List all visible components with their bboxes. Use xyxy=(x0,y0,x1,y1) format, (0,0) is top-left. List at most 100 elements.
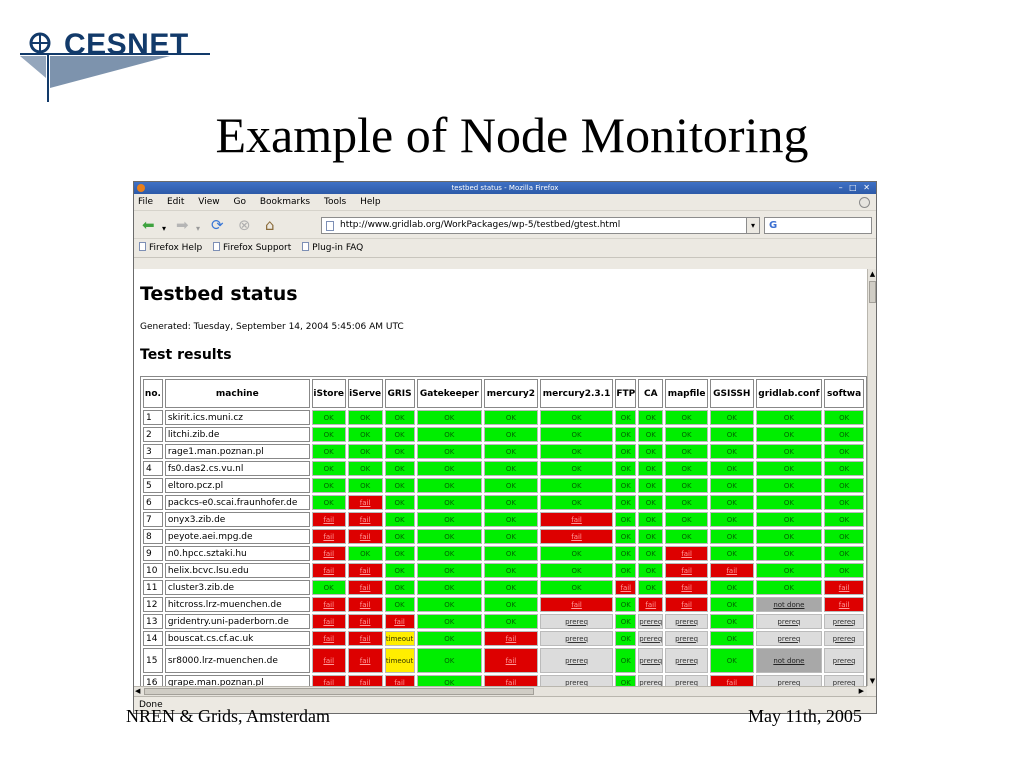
status-cell-fail[interactable]: fail xyxy=(384,614,415,629)
status-cell-prereq[interactable]: prereq xyxy=(755,675,823,686)
status-cell-fail[interactable]: fail xyxy=(665,563,708,578)
menu-help[interactable]: Help xyxy=(360,197,381,207)
status-cell-fail[interactable]: fail xyxy=(311,675,346,686)
home-icon[interactable]: ⌂ xyxy=(265,216,275,234)
status-cell-fail[interactable]: fail xyxy=(539,529,614,544)
status-cell-prereq[interactable]: prereq xyxy=(824,631,864,646)
status-cell-fail[interactable]: fail xyxy=(311,512,346,527)
row-number: 7 xyxy=(143,512,163,527)
status-cell-prereq[interactable]: prereq xyxy=(665,675,708,686)
status-cell-fail[interactable]: fail xyxy=(347,580,383,595)
window-controls[interactable]: – □ ✕ xyxy=(838,183,872,192)
scroll-up-icon[interactable]: ▲ xyxy=(869,270,876,278)
status-cell-ok: OK xyxy=(416,444,483,459)
status-cell-prereq[interactable]: prereq xyxy=(539,648,614,673)
status-cell-prereq[interactable]: prereq xyxy=(539,675,614,686)
bookmark-firefox-help[interactable]: Firefox Help xyxy=(139,242,202,253)
scroll-right-icon[interactable]: ▶ xyxy=(858,687,864,695)
menu-bookmarks[interactable]: Bookmarks xyxy=(259,197,311,207)
scroll-left-icon[interactable]: ◀ xyxy=(135,687,141,695)
status-cell-fail[interactable]: fail xyxy=(484,675,538,686)
status-cell-fail[interactable]: fail xyxy=(311,563,346,578)
status-cell-fail[interactable]: fail xyxy=(484,631,538,646)
status-cell-fail[interactable]: fail xyxy=(311,546,346,561)
forward-arrow-icon[interactable]: ➡ xyxy=(176,216,189,234)
menu-go[interactable]: Go xyxy=(233,197,246,207)
status-cell-prereq[interactable]: prereq xyxy=(539,614,614,629)
menu-file[interactable]: File xyxy=(138,197,154,207)
machine-name: fs0.das2.cs.vu.nl xyxy=(164,461,310,476)
status-cell-ok: OK xyxy=(416,631,483,646)
horizontal-scrollbar[interactable]: ◀ ▶ xyxy=(134,686,867,696)
status-cell-prereq[interactable]: prereq xyxy=(665,648,708,673)
status-cell-fail[interactable]: fail xyxy=(311,529,346,544)
status-cell-prereq[interactable]: prereq xyxy=(824,614,864,629)
status-cell-fail[interactable]: fail xyxy=(347,529,383,544)
stop-icon[interactable]: ⊗ xyxy=(238,216,251,234)
status-cell-fail[interactable]: fail xyxy=(615,580,637,595)
url-dropdown-icon[interactable]: ▾ xyxy=(746,217,760,234)
back-arrow-icon[interactable]: ⬅ xyxy=(142,216,155,234)
status-cell-fail[interactable]: fail xyxy=(539,512,614,527)
status-cell-fail[interactable]: fail xyxy=(824,580,864,595)
status-cell-ok: OK xyxy=(665,427,708,442)
status-cell-fail[interactable]: fail xyxy=(347,512,383,527)
status-cell-fail[interactable]: fail xyxy=(384,675,415,686)
status-cell-fail[interactable]: fail xyxy=(665,597,708,612)
status-cell-fail[interactable]: fail xyxy=(311,614,346,629)
status-cell-fail[interactable]: fail xyxy=(347,631,383,646)
status-cell-prereq[interactable]: prereq xyxy=(638,614,664,629)
status-cell-fail[interactable]: fail xyxy=(484,648,538,673)
status-cell-prereq[interactable]: prereq xyxy=(638,675,664,686)
search-input[interactable]: G xyxy=(764,217,872,234)
menu-edit[interactable]: Edit xyxy=(166,197,185,207)
status-cell-fail[interactable]: fail xyxy=(824,597,864,612)
status-cell-fail[interactable]: fail xyxy=(311,631,346,646)
bookmark-firefox-support[interactable]: Firefox Support xyxy=(213,242,291,253)
status-cell-notdone[interactable]: not done xyxy=(755,648,823,673)
status-cell-prereq[interactable]: prereq xyxy=(755,631,823,646)
forward-dropdown-icon[interactable]: ▾ xyxy=(196,224,201,233)
status-cell-fail[interactable]: fail xyxy=(665,546,708,561)
menu-view[interactable]: View xyxy=(198,197,220,207)
scroll-down-icon[interactable]: ▼ xyxy=(869,677,876,685)
status-cell-fail[interactable]: fail xyxy=(709,563,754,578)
status-cell-prereq[interactable]: prereq xyxy=(824,648,864,673)
bookmark-plugin-faq[interactable]: Plug-in FAQ xyxy=(302,242,363,253)
status-cell-prereq[interactable]: prereq xyxy=(638,631,664,646)
status-cell-fail[interactable]: fail xyxy=(709,675,754,686)
status-cell-fail[interactable]: fail xyxy=(347,495,383,510)
status-cell-fail[interactable]: fail xyxy=(347,563,383,578)
machine-name: helix.bcvc.lsu.edu xyxy=(164,563,310,578)
back-dropdown-icon[interactable]: ▾ xyxy=(162,224,167,233)
vertical-scroll-thumb[interactable] xyxy=(869,281,876,303)
status-cell-prereq[interactable]: prereq xyxy=(638,648,664,673)
status-cell-fail[interactable]: fail xyxy=(347,648,383,673)
status-cell-prereq[interactable]: prereq xyxy=(665,631,708,646)
status-cell-prereq[interactable]: prereq xyxy=(539,631,614,646)
status-cell-prereq[interactable]: prereq xyxy=(755,614,823,629)
url-input[interactable]: http://www.gridlab.org/WorkPackages/wp-5… xyxy=(321,217,754,234)
table-row: 1 skirit.ics.muni.cz OK OK OK OK OK OK OK OK OK OK O… xyxy=(143,410,864,425)
status-cell-fail[interactable]: fail xyxy=(311,648,346,673)
status-cell-prereq[interactable]: prereq xyxy=(665,614,708,629)
status-cell-ok: OK xyxy=(824,563,864,578)
status-cell-fail[interactable]: fail xyxy=(638,597,664,612)
status-cell-ok: OK xyxy=(311,478,346,493)
status-cell-ok: OK xyxy=(709,495,754,510)
status-cell-fail[interactable]: fail xyxy=(347,597,383,612)
status-cell-prereq[interactable]: prereq xyxy=(824,675,864,686)
status-cell-fail[interactable]: fail xyxy=(311,597,346,612)
status-cell-fail[interactable]: fail xyxy=(347,614,383,629)
status-cell-notdone[interactable]: not done xyxy=(755,597,823,612)
status-cell-fail[interactable]: fail xyxy=(347,675,383,686)
status-cell-fail[interactable]: fail xyxy=(665,580,708,595)
reload-icon[interactable]: ⟳ xyxy=(211,216,224,234)
status-cell-ok: OK xyxy=(755,427,823,442)
status-cell-ok: OK xyxy=(384,597,415,612)
status-cell-fail[interactable]: fail xyxy=(539,597,614,612)
horizontal-scroll-thumb[interactable] xyxy=(144,688,534,695)
row-number: 2 xyxy=(143,427,163,442)
menu-tools[interactable]: Tools xyxy=(324,197,347,207)
vertical-scrollbar[interactable]: ▲ ▼ xyxy=(867,269,876,686)
